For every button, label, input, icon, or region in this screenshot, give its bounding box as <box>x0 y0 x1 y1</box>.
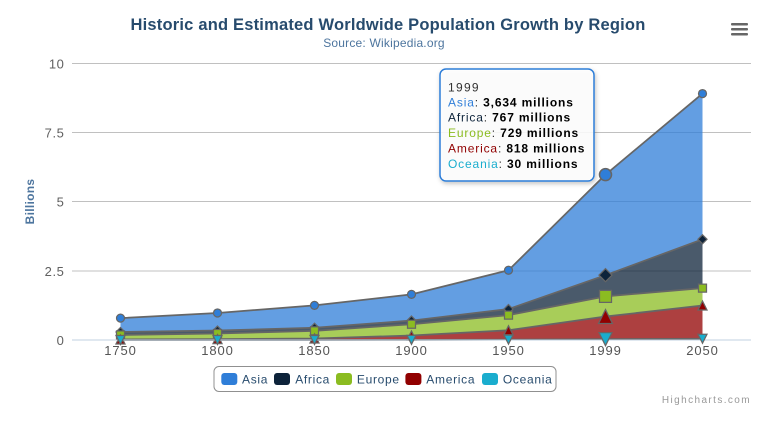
svg-text:Oceania: Oceania <box>503 373 553 387</box>
svg-text:2.5: 2.5 <box>45 264 65 279</box>
svg-text:7.5: 7.5 <box>45 126 65 141</box>
svg-text:1750: 1750 <box>104 343 137 358</box>
svg-text:Source: Wikipedia.org: Source: Wikipedia.org <box>323 36 445 50</box>
svg-text:Asia: 3,634 millions: Asia: 3,634 millions <box>448 95 574 109</box>
svg-text:10: 10 <box>49 56 65 71</box>
svg-text:2050: 2050 <box>686 343 719 358</box>
svg-text:Highcharts.com: Highcharts.com <box>662 395 751 406</box>
svg-text:Oceania: 30 millions: Oceania: 30 millions <box>448 157 578 171</box>
svg-text:5: 5 <box>57 195 65 210</box>
svg-text:1800: 1800 <box>201 343 234 358</box>
svg-text:1999: 1999 <box>589 343 622 358</box>
svg-text:1850: 1850 <box>298 343 331 358</box>
svg-text:1999: 1999 <box>448 81 480 95</box>
svg-text:0: 0 <box>57 333 65 348</box>
svg-text:America: 818 millions: America: 818 millions <box>448 142 585 156</box>
svg-text:Africa: Africa <box>295 373 330 387</box>
svg-text:Europe: Europe <box>357 373 400 387</box>
svg-text:Europe: 729 millions: Europe: 729 millions <box>448 126 579 140</box>
svg-text:1900: 1900 <box>395 343 428 358</box>
svg-text:Historic and Estimated Worldwi: Historic and Estimated Worldwide Populat… <box>131 16 646 34</box>
svg-text:Asia: Asia <box>242 373 268 387</box>
svg-text:Africa: 767 millions: Africa: 767 millions <box>448 111 571 125</box>
svg-text:America: America <box>426 373 475 387</box>
svg-text:Billions: Billions <box>23 179 37 225</box>
svg-text:1950: 1950 <box>492 343 525 358</box>
